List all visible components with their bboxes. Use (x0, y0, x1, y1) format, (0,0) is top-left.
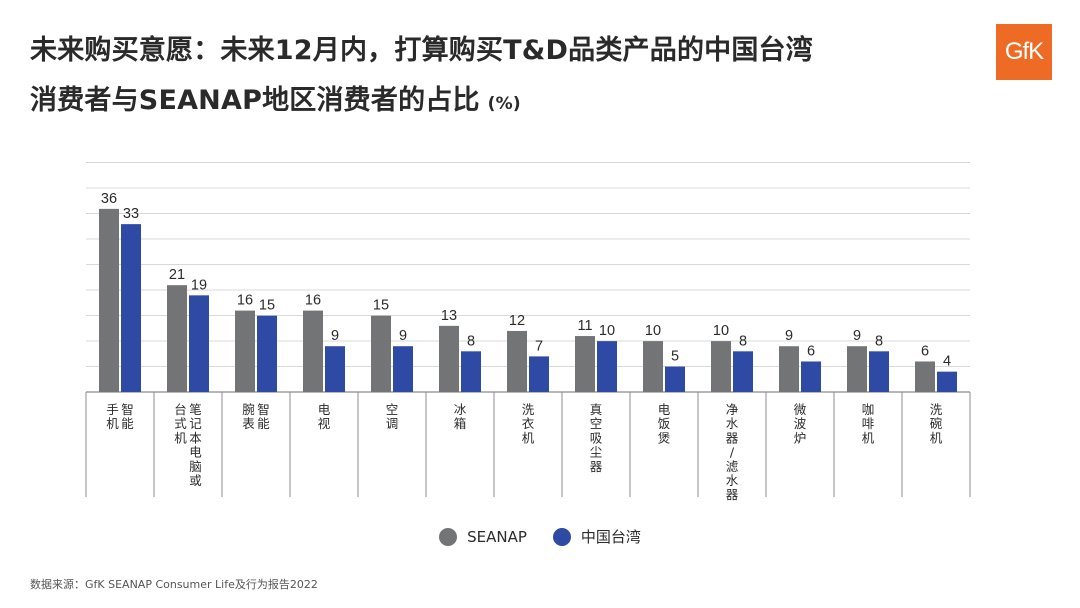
value-label-taiwan: 9 (331, 328, 339, 344)
value-label-seanap: 6 (921, 343, 929, 359)
legend-label-seanap: SEANAP (467, 527, 527, 546)
category-label: 空调 (386, 402, 399, 431)
value-label-taiwan: 6 (807, 343, 815, 359)
bar-seanap (235, 310, 255, 392)
value-label-taiwan: 15 (259, 298, 275, 314)
bar-taiwan (461, 351, 481, 392)
category-label: 手机 (106, 402, 119, 431)
value-label-seanap: 16 (237, 293, 253, 309)
title-line-2: 消费者与SEANAP地区消费者的占比 (%) (30, 76, 960, 129)
bar-taiwan (801, 361, 821, 392)
value-label-taiwan: 19 (191, 277, 207, 293)
bar-seanap (847, 346, 867, 392)
category-label: 台式机 (174, 402, 187, 445)
bar-taiwan (665, 366, 685, 392)
legend-swatch-taiwan (552, 527, 571, 546)
bar-taiwan (597, 341, 617, 392)
category-label: 洗衣机 (522, 402, 535, 445)
bar-seanap (99, 208, 119, 392)
category-label: 腕表 (242, 402, 255, 431)
category-label: 洗碗机 (930, 402, 943, 445)
value-label-seanap: 12 (509, 313, 525, 329)
bar-seanap (167, 285, 187, 392)
category-label: 咖啡机 (862, 402, 875, 445)
gfk-logo: GfK (996, 24, 1052, 80)
value-label-seanap: 15 (373, 298, 389, 314)
value-label-seanap: 13 (441, 308, 457, 324)
bar-taiwan (529, 356, 549, 392)
source-note: 数据来源：GfK SEANAP Consumer Life及行为报告2022 (30, 578, 318, 591)
category-label: 笔记本电脑或 (189, 402, 202, 488)
bar-seanap (439, 325, 459, 392)
category-label: 冰箱 (454, 402, 467, 431)
bar-taiwan (937, 371, 957, 392)
value-label-seanap: 11 (577, 318, 592, 334)
bar-taiwan (189, 295, 209, 392)
value-label-taiwan: 5 (671, 349, 679, 365)
legend-item-seanap: SEANAP (439, 526, 527, 547)
bar-seanap (915, 361, 935, 392)
bar-taiwan (733, 351, 753, 392)
value-label-taiwan: 8 (467, 333, 475, 349)
category-label: 真空吸尘器 (590, 402, 603, 474)
title-line-1: 未来购买意愿：未来12月内，打算购买T&D品类产品的中国台湾 (30, 35, 813, 66)
bar-seanap (303, 310, 323, 392)
bar-seanap (643, 341, 663, 392)
value-label-taiwan: 10 (599, 323, 615, 339)
legend-item-taiwan: 中国台湾 (552, 526, 641, 547)
bar-taiwan (121, 224, 141, 392)
value-label-taiwan: 4 (943, 354, 951, 370)
category-label: 电饭煲 (658, 402, 671, 445)
value-label-seanap: 16 (305, 293, 321, 309)
legend: SEANAP 中国台湾 (0, 526, 1080, 547)
category-label: 智能 (257, 402, 270, 431)
value-label-seanap: 9 (785, 328, 793, 344)
bar-taiwan (257, 315, 277, 392)
bar-seanap (779, 346, 799, 392)
title-unit: (%) (487, 94, 521, 114)
bar-taiwan (325, 346, 345, 392)
bar-taiwan (869, 351, 889, 392)
category-label: 电视 (318, 402, 331, 431)
value-label-seanap: 9 (853, 328, 861, 344)
value-label-seanap: 10 (645, 323, 661, 339)
category-label: 净水器/滤水器 (726, 402, 739, 502)
value-label-taiwan: 9 (399, 328, 407, 344)
value-label-seanap: 21 (169, 267, 185, 283)
bar-seanap (711, 341, 731, 392)
legend-label-taiwan: 中国台湾 (580, 528, 641, 546)
value-label-seanap: 36 (101, 191, 117, 207)
value-label-taiwan: 8 (875, 333, 883, 349)
bar-seanap (507, 330, 527, 392)
category-label: 微波炉 (794, 402, 807, 445)
value-label-taiwan: 7 (535, 338, 543, 354)
value-label-taiwan: 8 (739, 333, 747, 349)
value-label-seanap: 10 (713, 323, 729, 339)
category-label: 智能 (121, 402, 134, 431)
bar-seanap (371, 315, 391, 392)
value-label-taiwan: 33 (123, 206, 139, 222)
title-line-2-text: 消费者与SEANAP地区消费者的占比 (30, 85, 480, 116)
legend-swatch-seanap (439, 527, 458, 546)
bar-seanap (575, 336, 595, 392)
bar-taiwan (393, 346, 413, 392)
chart-title: 未来购买意愿：未来12月内，打算购买T&D品类产品的中国台湾 消费者与SEANA… (30, 26, 960, 129)
